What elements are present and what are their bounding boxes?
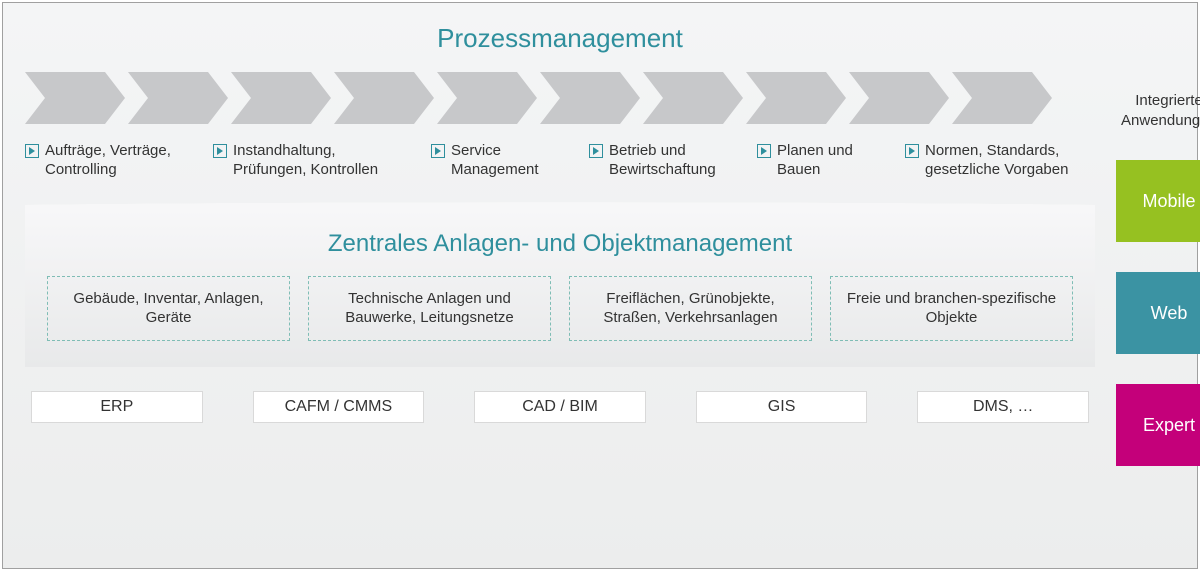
app-tile-web: Web — [1116, 272, 1200, 354]
app-tile-expert: Expert — [1116, 384, 1200, 466]
category-box: Freie und branchen-spezifische Objekte — [830, 276, 1073, 341]
play-icon — [757, 144, 771, 158]
process-label: Planen und Bauen — [777, 142, 887, 180]
category-row: Gebäude, Inventar, Anlagen, Geräte Techni… — [47, 276, 1073, 341]
system-box: DMS, … — [917, 391, 1089, 423]
panel-subtitle: Zentrales Anlagen- und Objektmanagement — [47, 230, 1073, 258]
chevron-icon — [849, 72, 949, 124]
system-box: GIS — [696, 391, 868, 423]
play-icon — [431, 144, 445, 158]
process-label: Aufträge, Verträge, Controlling — [45, 142, 195, 180]
app-tile-mobile: Mobile — [1116, 160, 1200, 242]
chevron-icon — [334, 72, 434, 124]
object-management-panel: Zentrales Anlagen- und Objektmanagement … — [25, 210, 1095, 367]
main-column: Prozessmanagement Aufträge, Verträge, Co… — [25, 23, 1095, 550]
play-icon — [589, 144, 603, 158]
category-box: Freiflächen, Grünobjekte, Straßen, Verke… — [569, 276, 812, 341]
system-box: CAFM / CMMS — [253, 391, 425, 423]
chevron-row — [25, 72, 1095, 128]
process-item: Aufträge, Verträge, Controlling — [25, 142, 195, 180]
system-box: ERP — [31, 391, 203, 423]
chevron-icon — [128, 72, 228, 124]
process-label: Betrieb und Bewirtschaftung — [609, 142, 739, 180]
play-icon — [25, 144, 39, 158]
apps-list: Mobile Web Expert — [1116, 160, 1200, 496]
process-item: Instandhaltung, Prüfungen, Kontrollen — [213, 142, 413, 180]
category-box: Technische Anlagen und Bauwerke, Leitung… — [308, 276, 551, 341]
diagram-frame: Prozessmanagement Aufträge, Verträge, Co… — [2, 2, 1198, 569]
process-item: Betrieb und Bewirtschaftung — [589, 142, 739, 180]
chevron-icon — [540, 72, 640, 124]
process-item: Normen, Standards, gesetzliche Vorgaben — [905, 142, 1095, 180]
side-column: Integrierte Anwendungen Mobile Web Expert — [1113, 23, 1200, 550]
main-title: Prozessmanagement — [25, 23, 1095, 54]
chevron-icon — [437, 72, 537, 124]
chevron-icon — [952, 72, 1052, 124]
play-icon — [213, 144, 227, 158]
system-box: CAD / BIM — [474, 391, 646, 423]
play-icon — [905, 144, 919, 158]
chevron-icon — [746, 72, 846, 124]
process-row: Aufträge, Verträge, Controlling Instandha… — [25, 142, 1095, 180]
systems-row: ERP CAFM / CMMS CAD / BIM GIS DMS, … — [25, 391, 1095, 423]
chevron-icon — [231, 72, 331, 124]
process-label: Instandhaltung, Prüfungen, Kontrollen — [233, 142, 413, 180]
chevron-icon — [643, 72, 743, 124]
chevron-icon — [25, 72, 125, 124]
process-item: Planen und Bauen — [757, 142, 887, 180]
process-item: Service Management — [431, 142, 571, 180]
side-title: Integrierte Anwendungen — [1113, 91, 1200, 130]
process-label: Normen, Standards, gesetzliche Vorgaben — [925, 142, 1095, 180]
category-box: Gebäude, Inventar, Anlagen, Geräte — [47, 276, 290, 341]
process-label: Service Management — [451, 142, 571, 180]
